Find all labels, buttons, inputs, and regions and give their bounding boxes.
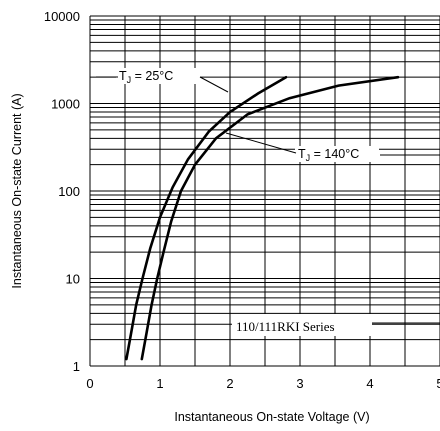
series-label-background [232,314,372,336]
series-line-tj-25c [140,75,400,361]
x-tick-label: 1 [156,376,163,391]
series-line-tj-140c [125,75,288,361]
y-tick-label: 100 [58,184,80,199]
y-tick-label: 1 [73,359,80,374]
x-axis-title: Instantaneous On-state Voltage (V) [174,410,369,424]
x-tick-label: 0 [86,376,93,391]
series-label-tj-25c: TJ = 25°C [119,69,173,85]
y-tick-label: 10 [66,272,80,287]
y-tick-label: 10000 [44,9,80,24]
leader-line [225,132,297,154]
x-tick-label: 5 [436,376,440,391]
series-label: 110/111RKI Series [236,319,335,334]
x-tick-label: 2 [226,376,233,391]
series-label-bg [116,68,200,84]
y-axis-title: Instantaneous On-state Current (A) [10,93,24,288]
y-tick-label: 1000 [51,97,80,112]
x-tick-label: 3 [296,376,303,391]
series-label-tj-140c: TJ = 140°C [298,147,359,163]
x-tick-label: 4 [366,376,373,391]
leader-line [199,76,229,93]
series-label-bg [295,146,379,162]
annotations: 110/111RKI Series TJ = 25°C TJ = 140°C [96,68,440,336]
grid [89,15,440,367]
curves [125,75,400,361]
tick-labels: 012345110100100010000 [44,9,440,391]
